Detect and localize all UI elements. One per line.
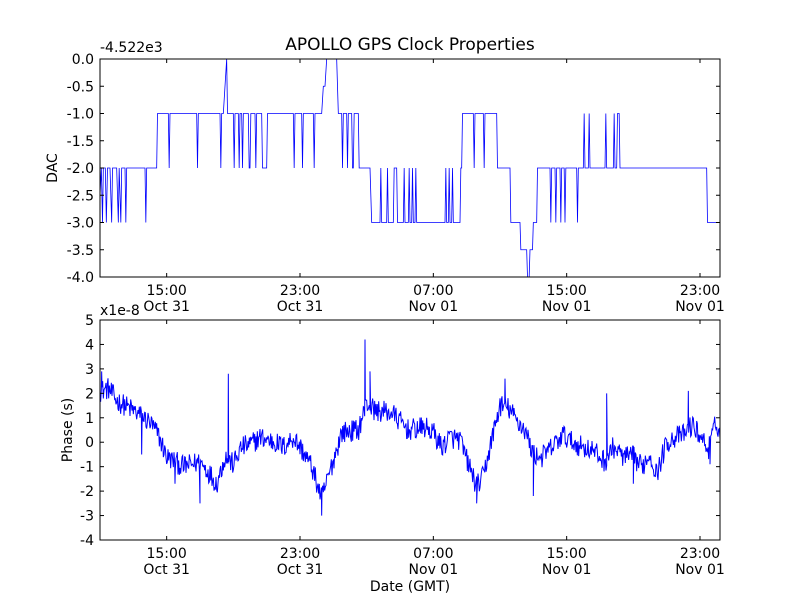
x-tick-date-label: Oct 31: [277, 562, 323, 578]
x-tick-date-label: Nov 01: [409, 299, 459, 315]
y-tick-label: -0.5: [67, 79, 94, 95]
x-tick-date-label: Oct 31: [277, 299, 323, 315]
x-tick-time-label: 15:00: [146, 283, 186, 299]
x-tick-date-label: Nov 01: [675, 562, 725, 578]
y-tick-label: -4.0: [67, 270, 94, 286]
y-tick-label: -3.5: [67, 243, 94, 259]
y-tick-label: 0: [85, 435, 94, 451]
dac-offset-label: -4.522e3: [100, 40, 163, 56]
phase-y-axis-label: Phase (s): [60, 398, 76, 462]
x-tick-date-label: Nov 01: [409, 562, 459, 578]
phase-series: [99, 339, 721, 516]
y-tick-label: -2.5: [67, 188, 94, 204]
y-tick-label: -2: [80, 484, 94, 500]
phase-y-ticks: 5 4 3 2 1 0 -1 -2 -3 -4: [80, 313, 720, 549]
y-tick-label: -3: [80, 509, 94, 525]
series-line-phase: [99, 339, 721, 516]
x-tick-time-label: 15:00: [146, 546, 186, 562]
dac-subplot: 0.0 -0.5 -1.0 -1.5 -2.0 -2.5 -3.0 -3.5 -4.0 15:0…: [45, 40, 725, 315]
y-tick-label: 3: [85, 362, 94, 378]
x-tick-time-label: 07:00: [413, 283, 453, 299]
x-tick-date-label: Nov 01: [675, 299, 725, 315]
x-tick-time-label: 23:00: [280, 546, 320, 562]
phase-x-axis-label: Date (GMT): [370, 579, 450, 595]
x-tick-time-label: 07:00: [413, 546, 453, 562]
y-tick-label: -1.5: [67, 134, 94, 150]
y-tick-label: -4: [80, 533, 94, 549]
x-tick-time-label: 15:00: [546, 283, 586, 299]
series-line-dac: [99, 58, 720, 278]
figure-title: APOLLO GPS Clock Properties: [285, 35, 535, 55]
dac-series: [99, 58, 720, 278]
x-tick-date-label: Nov 01: [542, 562, 592, 578]
x-tick-time-label: 23:00: [680, 283, 720, 299]
y-tick-label: 4: [85, 337, 94, 353]
x-tick-time-label: 23:00: [280, 283, 320, 299]
y-tick-label: 2: [85, 386, 94, 402]
x-tick-time-label: 23:00: [680, 546, 720, 562]
y-tick-label: 1: [85, 411, 94, 427]
y-tick-label: -1.0: [67, 107, 94, 123]
x-tick-date-label: Nov 01: [542, 299, 592, 315]
x-tick-date-label: Oct 31: [143, 562, 189, 578]
y-tick-label: 5: [85, 313, 94, 329]
dac-y-ticks: 0.0 -0.5 -1.0 -1.5 -2.0 -2.5 -3.0 -3.5 -4.0: [67, 52, 720, 286]
x-tick-date-label: Oct 31: [143, 299, 189, 315]
y-tick-label: -1: [80, 460, 94, 476]
phase-offset-label: x1e-8: [100, 303, 140, 319]
y-tick-label: -3.0: [67, 216, 94, 232]
y-tick-label: 0.0: [72, 52, 94, 68]
phase-axes-frame: [99, 319, 721, 541]
x-tick-time-label: 15:00: [546, 546, 586, 562]
y-tick-label: -2.0: [67, 161, 94, 177]
dac-y-axis-label: DAC: [45, 153, 61, 183]
